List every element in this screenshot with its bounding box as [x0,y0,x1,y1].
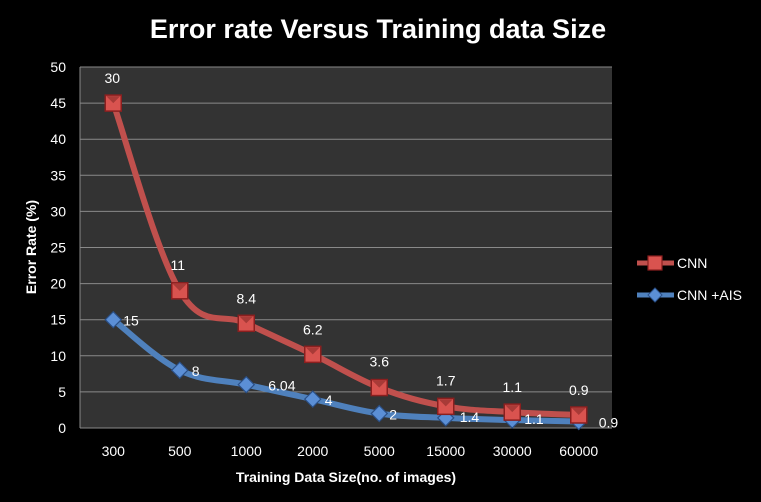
data-label: 1.1 [524,411,544,427]
marker-shade [106,96,121,104]
data-labels: 30 11 8.4 6.2 3.6 1.7 1.1 0.9 15 8 6.04 4 2 1.4 1.1 0.9 [104,70,618,430]
y-tick-label: 30 [50,203,66,219]
data-point-cnn-ais [370,404,389,423]
legend-marker [647,255,663,271]
x-tick-label: 60000 [559,443,598,459]
y-axis-title: Error Rate (%) [23,200,39,294]
y-tick-label: 20 [50,276,66,292]
data-label: 1.4 [460,409,480,425]
x-tick-label: 30000 [493,443,532,459]
legend-label: CNN +AIS [677,287,742,303]
legend-item-cnn: CNN [637,255,707,271]
data-point-cnn-ais [104,310,123,329]
data-label: 8.4 [237,290,257,306]
y-tick-label: 0 [58,420,66,436]
legend: CNN CNN +AIS [637,255,742,303]
x-axis-title: Training Data Size(no. of images) [236,469,456,485]
data-label: 0.9 [599,415,619,431]
data-label: 8 [192,363,200,379]
data-label: 15 [123,313,139,329]
data-label: 6.2 [303,321,323,337]
marker-shade [571,408,586,416]
x-axis-ticks: 300 500 1000 2000 5000 15000 30000 60000 [102,443,599,459]
data-label: 0.9 [569,382,589,398]
data-label: 3.6 [370,354,390,370]
marker-shade [172,283,187,291]
legend-item-cnn-ais: CNN +AIS [637,287,742,303]
series-layer [104,94,588,431]
chart-title: Error rate Versus Training data Size [150,14,606,44]
x-tick-label: 500 [168,443,192,459]
marker-shade [505,405,520,413]
x-tick-label: 2000 [297,443,328,459]
y-tick-label: 40 [50,131,66,147]
data-label: 1.7 [436,372,456,388]
series-cnn [104,94,588,424]
legend-marker [647,287,663,303]
data-label: 30 [104,70,120,86]
x-tick-label: 1000 [231,443,262,459]
y-tick-label: 25 [50,240,66,256]
marker-shade [438,399,453,407]
y-tick-label: 45 [50,95,66,111]
data-label: 1.1 [503,379,523,395]
data-label: 4 [325,392,333,408]
marker-shade [239,316,254,324]
data-point-cnn-ais [237,375,256,394]
y-tick-label: 35 [50,167,66,183]
data-label: 11 [170,257,185,273]
data-point-cnn-ais [170,361,189,380]
x-tick-label: 15000 [426,443,465,459]
y-axis-ticks: 0 5 10 15 20 25 30 35 40 45 50 [50,59,66,436]
x-tick-label: 300 [102,443,126,459]
data-point-cnn-ais [303,390,322,408]
y-tick-label: 15 [50,312,66,328]
marker-shade [305,347,320,355]
marker-shade [372,380,387,388]
y-tick-label: 50 [50,59,66,75]
x-tick-label: 5000 [364,443,395,459]
y-tick-label: 5 [58,384,66,400]
y-tick-label: 10 [50,348,66,364]
gridlines [79,66,612,429]
data-label: 2 [389,407,397,423]
legend-label: CNN [677,255,707,271]
data-label: 6.04 [268,378,295,394]
